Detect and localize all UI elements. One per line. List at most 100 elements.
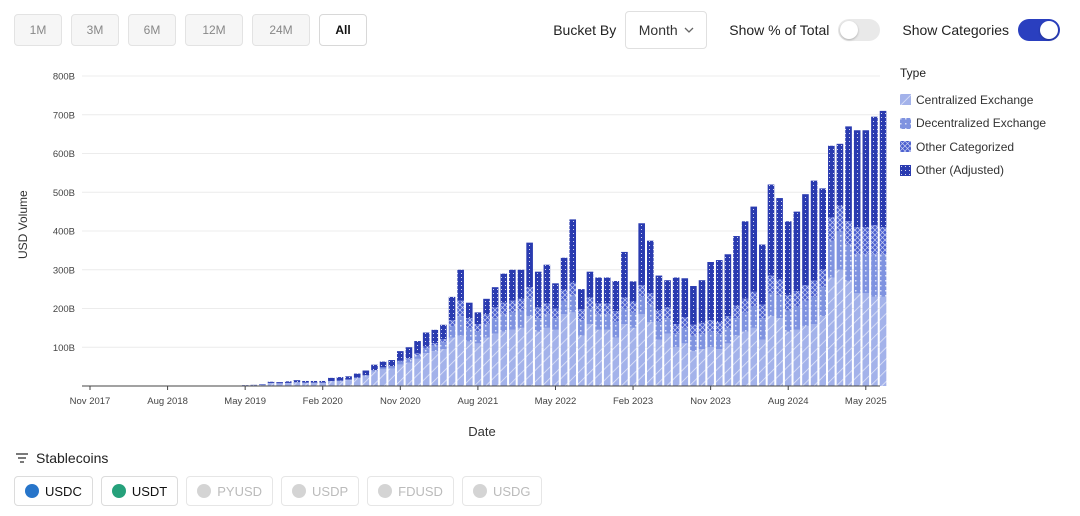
bar-segment[interactable]: [750, 206, 758, 292]
bar-segment[interactable]: [750, 291, 758, 307]
bar-segment[interactable]: [388, 368, 395, 386]
bar-segment[interactable]: [681, 327, 689, 344]
bar-segment[interactable]: [655, 310, 663, 323]
bar-segment[interactable]: [733, 236, 740, 306]
bar-stack[interactable]: [440, 324, 447, 386]
bar-segment[interactable]: [517, 327, 525, 387]
bar-segment[interactable]: [302, 380, 309, 383]
bar-stack[interactable]: [293, 380, 301, 386]
bar-segment[interactable]: [776, 279, 783, 295]
bar-segment[interactable]: [802, 285, 809, 301]
bar-segment[interactable]: [603, 303, 611, 315]
bar-segment[interactable]: [534, 318, 542, 332]
bar-segment[interactable]: [664, 333, 671, 386]
bar-segment[interactable]: [819, 188, 826, 270]
bar-segment[interactable]: [405, 362, 413, 386]
bar-segment[interactable]: [586, 297, 594, 309]
bar-segment[interactable]: [784, 310, 792, 332]
bar-segment[interactable]: [457, 269, 464, 301]
bar-segment[interactable]: [698, 322, 706, 334]
bar-segment[interactable]: [560, 314, 568, 386]
bar-stack[interactable]: [793, 211, 801, 386]
bar-segment[interactable]: [681, 278, 689, 318]
bar-segment[interactable]: [552, 283, 559, 309]
bar-segment[interactable]: [483, 314, 490, 324]
bar-segment[interactable]: [793, 211, 801, 292]
bar-segment[interactable]: [405, 358, 413, 360]
bar-stack[interactable]: [526, 242, 533, 386]
bar-segment[interactable]: [431, 345, 439, 352]
bar-segment[interactable]: [397, 364, 404, 386]
bar-segment[interactable]: [698, 280, 706, 323]
bar-segment[interactable]: [741, 312, 749, 332]
bar-segment[interactable]: [448, 337, 456, 386]
bar-segment[interactable]: [371, 370, 378, 372]
bar-segment[interactable]: [517, 269, 525, 299]
bar-segment[interactable]: [724, 254, 732, 317]
bar-segment[interactable]: [879, 110, 887, 228]
bar-segment[interactable]: [578, 309, 585, 321]
bar-segment[interactable]: [440, 342, 447, 350]
bar-segment[interactable]: [793, 291, 801, 307]
bar-segment[interactable]: [431, 342, 439, 346]
bar-segment[interactable]: [810, 180, 818, 281]
bar-segment[interactable]: [422, 332, 430, 347]
bar-segment[interactable]: [690, 351, 697, 387]
bar-segment[interactable]: [397, 360, 404, 362]
bar-stack[interactable]: [483, 298, 490, 386]
bar-segment[interactable]: [509, 300, 516, 313]
bar-segment[interactable]: [828, 277, 835, 387]
bar-stack[interactable]: [698, 280, 706, 386]
bar-segment[interactable]: [690, 335, 697, 352]
bar-stack[interactable]: [302, 380, 309, 386]
bar-segment[interactable]: [715, 333, 723, 350]
bar-segment[interactable]: [810, 324, 818, 386]
bar-segment[interactable]: [724, 327, 732, 344]
bar-stack[interactable]: [431, 329, 439, 387]
bar-segment[interactable]: [328, 377, 335, 381]
bar-stack[interactable]: [776, 198, 783, 386]
bar-segment[interactable]: [397, 351, 404, 361]
bar-segment[interactable]: [664, 307, 671, 319]
bar-stack[interactable]: [707, 262, 714, 386]
bar-segment[interactable]: [707, 262, 714, 321]
bar-segment[interactable]: [543, 314, 551, 328]
bar-stack[interactable]: [621, 251, 628, 386]
bar-segment[interactable]: [336, 380, 344, 382]
bar-segment[interactable]: [655, 322, 663, 340]
bar-segment[interactable]: [784, 294, 792, 311]
coin-usdt-button[interactable]: USDT: [100, 476, 179, 506]
bar-segment[interactable]: [405, 359, 413, 363]
bar-segment[interactable]: [534, 331, 542, 386]
bar-segment[interactable]: [629, 327, 637, 387]
bar-segment[interactable]: [491, 287, 499, 308]
bar-segment[interactable]: [267, 381, 275, 383]
bar-segment[interactable]: [836, 143, 844, 206]
bar-segment[interactable]: [543, 264, 551, 304]
bar-segment[interactable]: [379, 361, 387, 368]
bar-segment[interactable]: [655, 275, 663, 311]
bar-segment[interactable]: [603, 277, 611, 304]
range-1m-button[interactable]: 1M: [14, 14, 62, 46]
bar-segment[interactable]: [793, 306, 801, 330]
bar-segment[interactable]: [638, 223, 645, 286]
bar-segment[interactable]: [828, 240, 835, 278]
bar-segment[interactable]: [784, 331, 792, 386]
range-24m-button[interactable]: 24M: [252, 14, 310, 46]
bar-segment[interactable]: [733, 335, 740, 387]
bar-segment[interactable]: [819, 287, 826, 317]
bar-segment[interactable]: [431, 329, 439, 343]
bar-segment[interactable]: [276, 383, 283, 387]
bar-stack[interactable]: [603, 277, 611, 387]
bar-segment[interactable]: [259, 384, 266, 386]
bar-segment[interactable]: [595, 303, 602, 315]
bar-segment[interactable]: [465, 302, 473, 319]
bar-segment[interactable]: [414, 358, 421, 387]
bar-segment[interactable]: [509, 269, 516, 301]
bar-segment[interactable]: [552, 329, 559, 386]
bar-segment[interactable]: [500, 314, 508, 332]
bar-segment[interactable]: [715, 260, 723, 323]
bar-segment[interactable]: [871, 225, 878, 255]
bar-segment[interactable]: [595, 329, 602, 386]
bar-segment[interactable]: [586, 271, 594, 298]
